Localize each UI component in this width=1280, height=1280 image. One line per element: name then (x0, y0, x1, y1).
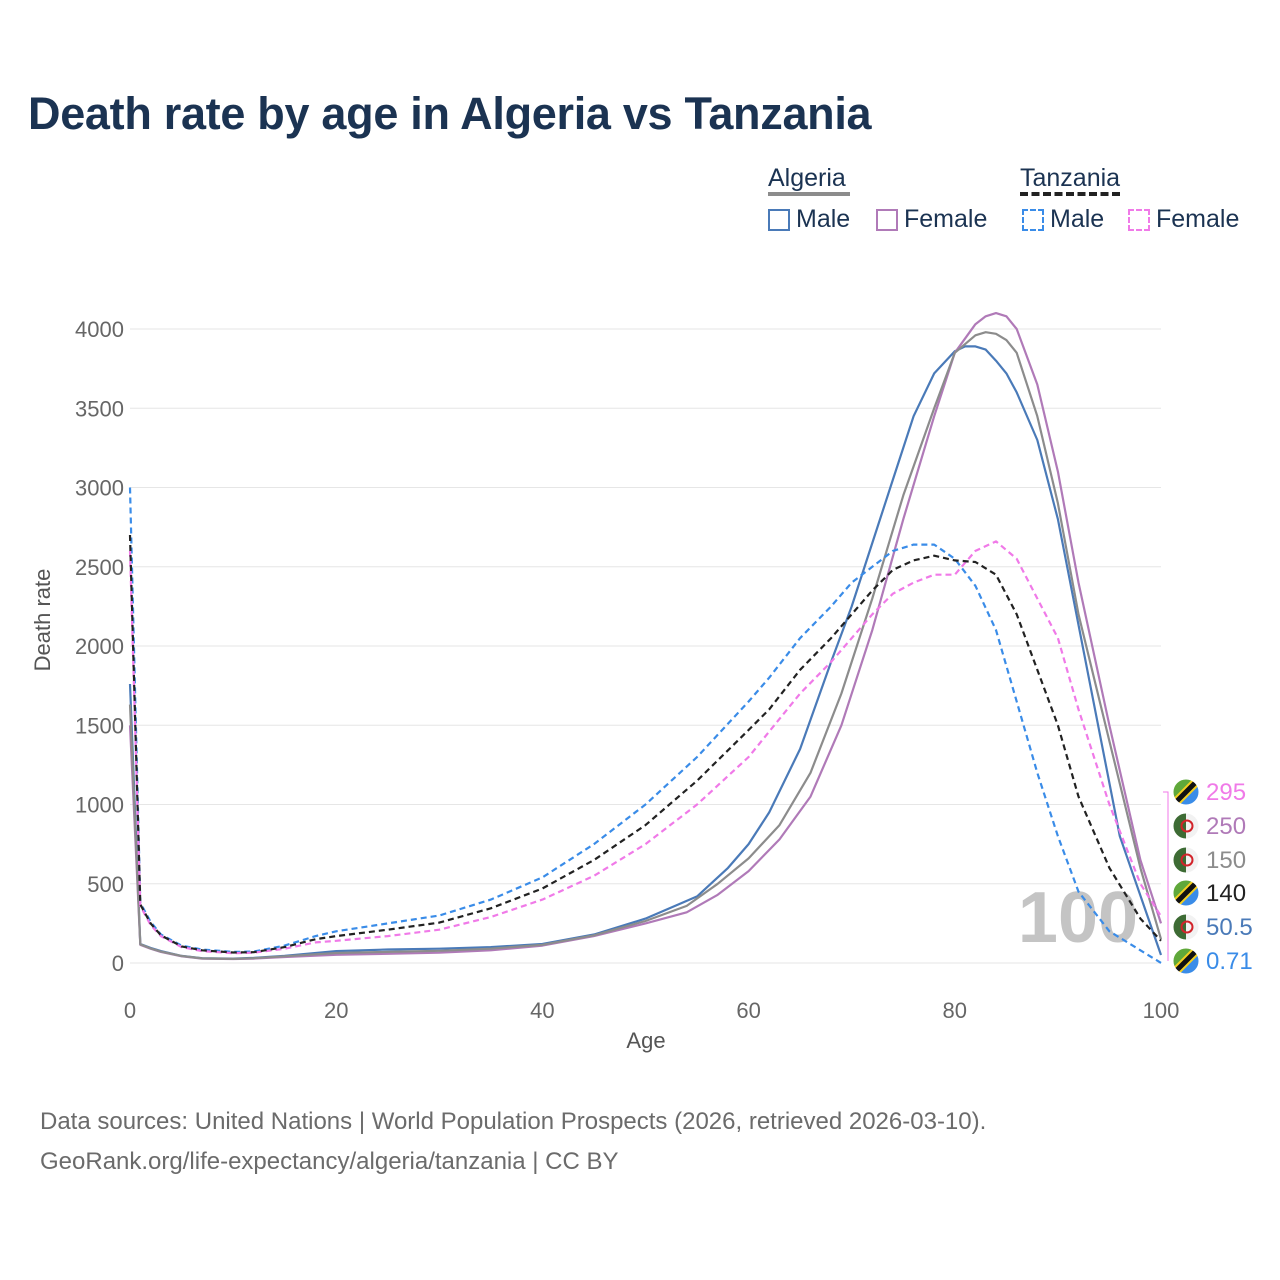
flag-tanzania-icon (1172, 947, 1200, 975)
end-value-label: 0.71 (1206, 948, 1253, 975)
x-tick-label: 60 (736, 998, 760, 1023)
legend-swatch-tanzania-male (1022, 208, 1044, 231)
end-value-label: 140 (1206, 880, 1246, 907)
y-tick-label: 3000 (75, 476, 124, 501)
y-tick-label: 2500 (75, 555, 124, 580)
legend-swatch-algeria-male (768, 208, 790, 231)
end-label-bracket (1163, 791, 1169, 961)
y-tick-label: 500 (87, 872, 124, 897)
legend-swatch-algeria-female (876, 208, 898, 231)
end-value-label: 295 (1206, 779, 1246, 806)
end-value-label: 50.5 (1206, 914, 1253, 941)
flag-tanzania-icon (1172, 778, 1200, 806)
y-tick-label: 0 (112, 951, 124, 976)
flag-tanzania-icon (1172, 879, 1200, 907)
series-line-algeria-both[interactable] (128, 331, 1163, 960)
legend-group-algeria-line (768, 192, 850, 196)
y-tick-label: 1000 (75, 793, 124, 818)
x-tick-label: 20 (324, 998, 348, 1023)
series-line-algeria-female[interactable] (128, 312, 1163, 961)
legend-label-algeria-female: Female (904, 205, 988, 233)
series-line-tanzania-both[interactable] (128, 534, 1162, 954)
y-tick-label: 2000 (75, 634, 124, 659)
legend-group-tanzania-label: Tanzania (1020, 164, 1121, 192)
y-tick-label: 3500 (75, 396, 124, 421)
legend-group-tanzania-line (1020, 192, 1120, 196)
flag-algeria-icon (1172, 846, 1200, 874)
x-tick-label: 80 (943, 998, 967, 1023)
flag-algeria-icon (1172, 812, 1200, 840)
y-tick-label: 1500 (75, 713, 124, 738)
end-value-label: 250 (1206, 813, 1246, 840)
x-tick-label: 100 (1143, 998, 1180, 1023)
end-value-label: 150 (1206, 847, 1246, 874)
legend-swatch-tanzania-female (1128, 208, 1150, 231)
x-tick-label: 0 (124, 998, 136, 1023)
series-line-algeria-male[interactable] (128, 345, 1163, 960)
footer-sources: Data sources: United Nations | World Pop… (40, 1108, 987, 1135)
flag-algeria-icon (1172, 913, 1200, 941)
y-axis-title: Death rate (30, 569, 55, 672)
legend-label-algeria-male: Male (796, 205, 851, 233)
footer-attribution[interactable]: GeoRank.org/life-expectancy/algeria/tanz… (40, 1148, 619, 1175)
legend-label-tanzania-female: Female (1156, 205, 1240, 233)
legend-item-algeria-male[interactable]: Male (768, 205, 850, 234)
series-line-tanzania-female[interactable] (128, 540, 1162, 955)
legend-item-algeria-female[interactable]: Female (876, 205, 987, 234)
y-tick-label: 4000 (75, 317, 124, 342)
legend-item-tanzania-female[interactable]: Female (1128, 205, 1239, 234)
chart-title: Death rate by age in Algeria vs Tanzania (28, 88, 872, 139)
legend-item-tanzania-male[interactable]: Male (1022, 205, 1104, 234)
legend-group-algeria-label: Algeria (768, 164, 846, 192)
legend-label-tanzania-male: Male (1050, 205, 1105, 233)
series-line-tanzania-male[interactable] (128, 487, 1162, 964)
x-tick-label: 40 (530, 998, 554, 1023)
x-axis-title: Age (626, 1028, 665, 1053)
